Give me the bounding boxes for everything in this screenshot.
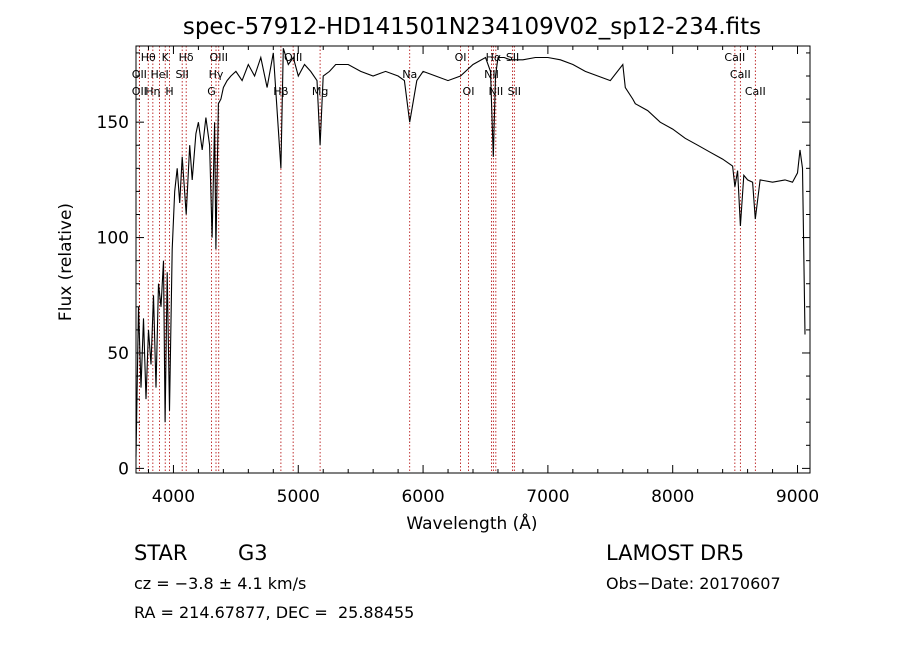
line-label: HeI xyxy=(150,68,168,81)
plot-frame xyxy=(135,45,811,474)
chart-title: spec-57912-HD141501N234109V02_sp12-234.f… xyxy=(183,14,761,40)
x-tick-label: 7000 xyxy=(526,487,569,507)
x-tick-label: 5000 xyxy=(277,487,320,507)
line-label: Na xyxy=(402,68,417,81)
line-label: Hβ xyxy=(273,85,288,98)
line-label: G xyxy=(207,85,216,98)
y-axis-label: Flux (relative) xyxy=(56,203,76,321)
line-label: SII xyxy=(175,68,188,81)
spectrum-line xyxy=(135,48,806,457)
y-tick-label: 50 xyxy=(107,344,129,364)
object-class: STAR xyxy=(134,541,188,565)
y-tick-label: 100 xyxy=(97,229,129,249)
x-tick-label: 8000 xyxy=(651,487,694,507)
line-label: Hη xyxy=(145,85,160,98)
line-label: OI xyxy=(455,51,467,64)
y-tick-label: 0 xyxy=(118,459,129,479)
line-label: Hδ xyxy=(179,51,194,64)
x-axis-label: Wavelength (Å) xyxy=(406,512,537,534)
line-label: SII xyxy=(508,85,521,98)
line-label: SII xyxy=(506,51,519,64)
spectral-subclass: G3 xyxy=(238,541,268,565)
y-axis: 0 50 100 150 xyxy=(97,52,810,479)
line-label: Hγ xyxy=(209,68,224,81)
line-label: Hθ xyxy=(141,51,156,64)
y-tick-label: 150 xyxy=(97,113,129,133)
line-label: NII xyxy=(488,85,503,98)
emission-line-markers xyxy=(138,46,756,473)
survey-name: LAMOST DR5 xyxy=(606,541,745,565)
line-label: Mg xyxy=(312,85,328,98)
line-label: CaII xyxy=(724,51,745,64)
line-label: OII xyxy=(132,68,147,81)
obs-date: Obs−Date: 20170607 xyxy=(606,574,781,593)
x-tick-label: 4000 xyxy=(152,487,195,507)
x-axis: 4000 5000 6000 7000 8000 9000 xyxy=(147,46,819,507)
x-tick-label: 6000 xyxy=(401,487,444,507)
coordinates: RA = 214.67877, DEC = 25.88455 xyxy=(134,603,415,622)
line-label: CaII xyxy=(730,68,751,81)
line-label: K xyxy=(162,51,170,64)
line-label: OIII xyxy=(210,51,228,64)
x-tick-label: 9000 xyxy=(776,487,819,507)
line-label: H xyxy=(165,85,173,98)
line-label: OI xyxy=(463,85,475,98)
line-label: CaII xyxy=(745,85,766,98)
redshift-text: cz = −3.8 ± 4.1 km/s xyxy=(134,574,307,593)
